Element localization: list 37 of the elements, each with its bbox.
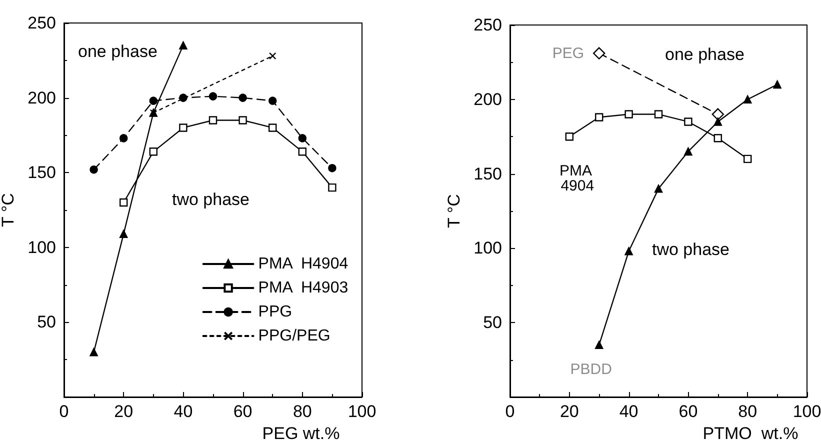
y-tick-label: 250	[474, 16, 502, 34]
y-tick-label: 100	[474, 238, 502, 258]
x-tick-label: 40	[619, 402, 638, 421]
legend-label: PPG	[258, 304, 292, 320]
y-tick-label: 150	[28, 163, 56, 182]
x-axis-title: PEG wt.%	[262, 424, 340, 443]
x-tick-label: 100	[792, 402, 821, 421]
y-axis-title: T °C	[0, 193, 18, 227]
x-tick-label: 20	[560, 402, 579, 421]
series-label: PBDD	[570, 361, 612, 378]
series-label: PEG	[552, 44, 584, 62]
y-axis-title: T °C	[444, 194, 464, 228]
y-tick-label: 200	[28, 88, 56, 108]
x-tick-label: 40	[174, 402, 193, 421]
x-tick-label: 60	[678, 402, 698, 421]
annotation: one phase	[665, 45, 744, 65]
legend-label: PMA H4904	[258, 256, 348, 272]
legend-label: PMA H4903	[258, 280, 348, 296]
x-axis-title: PTMO wt.%	[702, 424, 798, 443]
y-tick-label: 50	[37, 312, 56, 332]
x-tick-label: 0	[59, 402, 69, 421]
legend-label: PPG/PEG	[258, 328, 330, 344]
annotation: two phase	[172, 190, 250, 210]
y-tick-label: 150	[474, 164, 502, 184]
x-tick-label: 100	[348, 402, 376, 421]
y-tick-label: 250	[28, 14, 56, 32]
annotation: one phase	[78, 42, 158, 62]
y-tick-label: 50	[483, 313, 502, 332]
x-tick-label: 80	[292, 402, 312, 421]
x-tick-label: 80	[738, 402, 758, 421]
x-tick-label: 20	[114, 402, 134, 421]
y-tick-label: 100	[28, 238, 56, 257]
x-tick-label: 0	[505, 402, 515, 421]
y-tick-label: 200	[474, 90, 502, 109]
annotation: two phase	[652, 240, 730, 260]
series-label: PMA 4904	[559, 162, 596, 195]
x-tick-label: 60	[233, 402, 252, 421]
